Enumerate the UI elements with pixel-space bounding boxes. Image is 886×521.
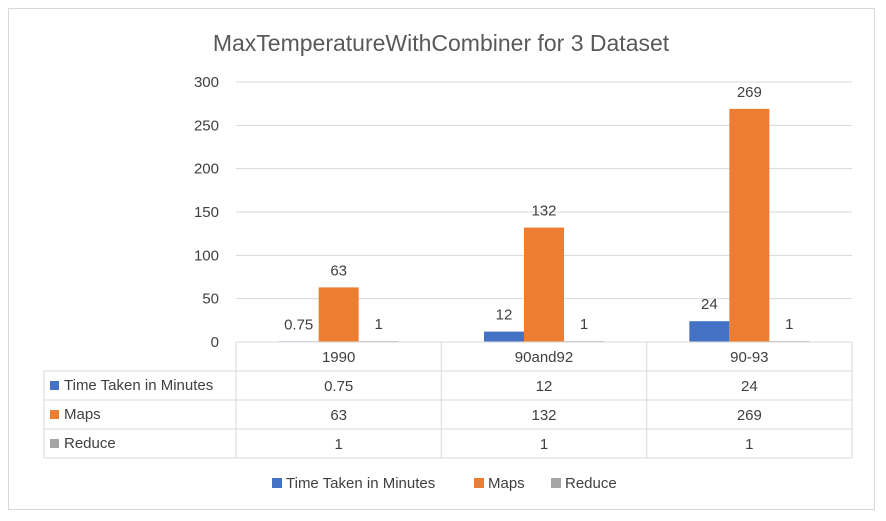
table-cell: 0.75: [324, 378, 353, 395]
table-series-key: [50, 439, 59, 448]
data-label: 1: [785, 316, 793, 333]
y-axis-ticks: 0 50 100 150 200 250 300: [194, 74, 219, 351]
legend-swatch: [551, 478, 561, 488]
table-cell: 269: [737, 407, 762, 424]
table-cell: 1: [540, 436, 548, 453]
legend-label: Time Taken in Minutes: [286, 475, 435, 492]
data-label: 269: [737, 84, 762, 101]
data-label: 1: [374, 316, 382, 333]
bar-maps: [318, 287, 359, 342]
data-label: 1: [580, 316, 588, 333]
table-category-label: 1990: [322, 349, 355, 366]
data-label: 132: [531, 203, 556, 220]
table-cell: 1: [334, 436, 342, 453]
table-cell: 12: [536, 378, 553, 395]
y-tick-label: 200: [194, 161, 219, 178]
y-tick-label: 0: [211, 334, 219, 351]
table-cell: 63: [330, 407, 347, 424]
y-tick-label: 100: [194, 247, 219, 264]
table-category-label: 90and92: [515, 349, 573, 366]
legend-label: Maps: [488, 475, 525, 492]
y-tick-label: 150: [194, 204, 219, 221]
y-tick-label: 300: [194, 74, 219, 91]
data-table: 1990 90and92 90-93 Time Taken in Minutes 0.7…: [43, 341, 853, 459]
data-label: 24: [701, 296, 718, 313]
table-series-key: [50, 381, 59, 390]
data-label: 63: [330, 262, 347, 279]
data-label: 0.75: [284, 316, 313, 333]
table-series-name: Reduce: [64, 435, 116, 452]
chart-title: MaxTemperatureWithCombiner for 3 Dataset: [213, 30, 670, 56]
legend-swatch: [272, 478, 282, 488]
y-tick-label: 50: [202, 291, 219, 308]
y-tick-label: 250: [194, 117, 219, 134]
legend-swatch: [474, 478, 484, 488]
data-label: 12: [496, 307, 513, 324]
legend: Time Taken in Minutes Maps Reduce: [272, 475, 617, 492]
table-category-label: 90-93: [730, 349, 768, 366]
bar-time-taken-in-minutes: [484, 331, 524, 342]
bar-maps: [524, 227, 564, 342]
table-cell: 24: [741, 378, 758, 395]
table-series-key: [50, 410, 59, 419]
table-series-name: Maps: [64, 406, 101, 423]
legend-label: Reduce: [565, 475, 617, 492]
bars: [278, 108, 810, 342]
bar-maps: [729, 108, 770, 342]
bar-time-taken-in-minutes: [689, 321, 730, 342]
table-series-name: Time Taken in Minutes: [64, 377, 213, 394]
data-labels: 0.75 63 1 12 132 1 24 269 1: [284, 84, 793, 333]
table-cell: 1: [745, 436, 753, 453]
table-cell: 132: [531, 407, 556, 424]
